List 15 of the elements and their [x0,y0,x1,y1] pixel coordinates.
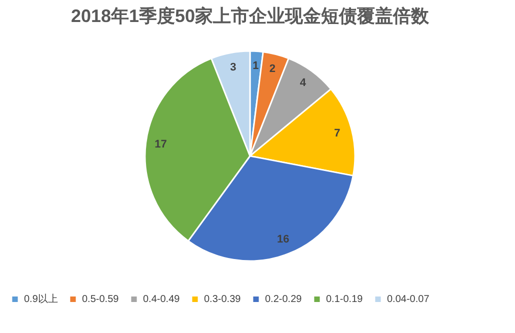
data-label: 3 [230,62,236,74]
legend-label: 0.04-0.07 [387,294,430,306]
legend-label: 0.5-0.59 [82,294,120,306]
legend-label: 0.1-0.19 [326,294,364,306]
data-label: 16 [277,234,290,246]
legend-label: 0.4-0.49 [143,294,180,306]
chart-title: 2018年1季度50家上市企业现金短债覆盖倍数 [70,6,430,26]
data-label: 7 [334,128,340,140]
data-label: 17 [154,138,167,151]
legend-label: 0.2-0.29 [265,294,302,306]
legend-label: 0.3-0.39 [204,294,242,306]
legend-label: 0.9以上 [24,293,58,306]
data-label: 4 [300,77,307,90]
data-label: 1 [252,60,259,72]
data-label: 2 [269,62,276,75]
